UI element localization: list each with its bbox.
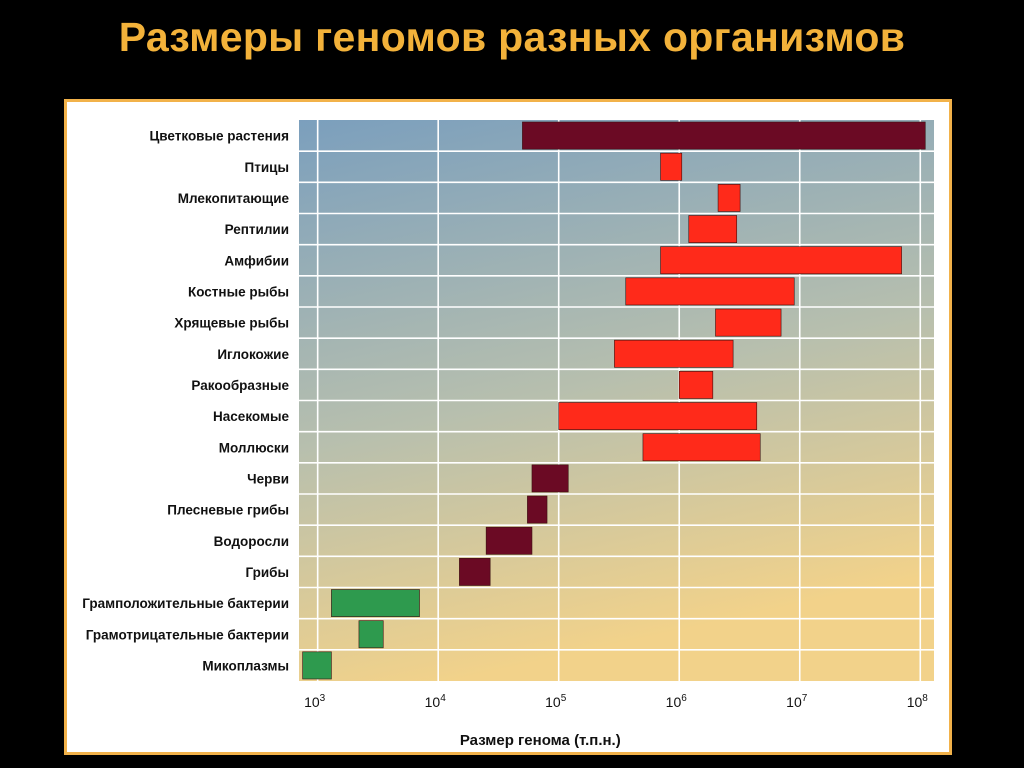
range-bar [660,152,683,181]
row-label: Грамположительные бактерии [82,596,289,611]
row-label: Костные рыбы [188,284,289,299]
x-ticks: 103 104 105 106 107 108 [304,693,928,710]
row-label: Птицы [245,160,289,175]
row-label: Иглокожие [217,347,289,362]
range-bar [642,433,761,462]
row-label: Рептилии [225,222,289,237]
range-bar [331,589,420,617]
row-label: Водоросли [214,534,289,549]
bars [302,121,926,680]
row-label: Плесневые грибы [167,503,289,518]
range-bar [625,277,795,306]
range-bar [614,339,734,368]
slide-title: Размеры геномов разных организмов [118,14,906,60]
row-label: Моллюски [219,440,289,455]
x-tick-label: 108 [907,693,929,710]
range-bar [717,184,741,212]
range-bar [485,526,533,555]
x-tick-label: 105 [545,693,567,710]
row-label: Млекопитающие [178,191,290,206]
range-bar [715,308,782,337]
range-bar [527,495,548,524]
row-labels: Цветковые растения Птицы Млекопитающие Репт… [82,129,289,674]
range-bar [531,464,569,493]
range-bar [358,620,384,649]
range-bar [558,402,758,430]
x-tick-label: 103 [304,693,326,710]
x-tick-label: 107 [786,693,808,710]
row-label: Хрящевые рыбы [174,316,289,331]
x-tick-label: 104 [425,693,447,710]
row-label: Микоплазмы [202,658,289,673]
row-label: Насекомые [213,409,289,424]
range-bar [522,121,926,150]
chart-frame: Цветковые растения Птицы Млекопитающие Репт… [64,99,952,755]
genome-size-chart: Цветковые растения Птицы Млекопитающие Репт… [82,120,934,749]
range-bar [678,371,714,399]
x-axis-title: Размер генома (т.п.н.) [460,732,621,749]
row-label: Грибы [245,565,289,580]
row-label: Амфибии [224,253,289,268]
grid-lines [299,120,934,681]
range-bar [660,246,902,275]
row-label: Цветковые растения [149,129,289,144]
range-bar [459,558,491,586]
range-bar [302,651,332,680]
x-tick-label: 106 [666,693,688,710]
row-label: Черви [247,471,289,486]
row-label: Грамотрицательные бактерии [86,627,289,642]
row-label: Ракообразные [191,378,289,393]
range-bar [688,215,738,243]
